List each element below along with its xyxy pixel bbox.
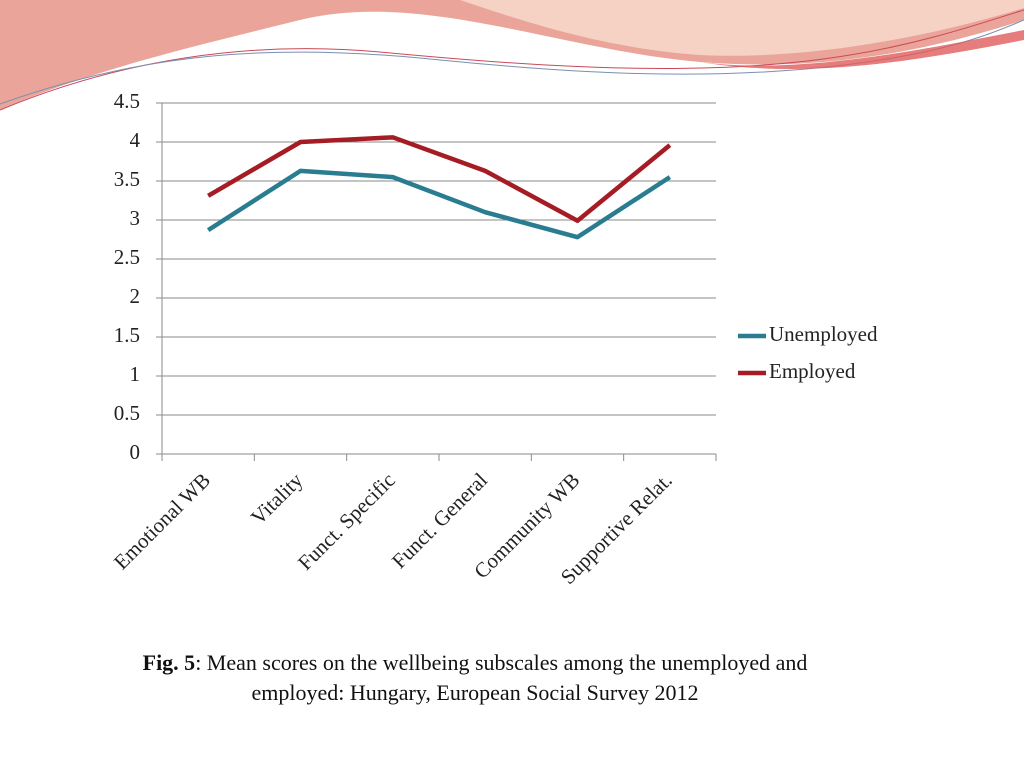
x-tick-label: Emotional WB [109, 468, 215, 574]
decoration [700, 30, 1024, 70]
x-tick-label: Funct. Specific [293, 468, 400, 575]
decoration [0, 9, 1024, 111]
x-tick-label: Funct. General [387, 468, 492, 573]
y-tick-label: 0 [130, 440, 141, 464]
series-line [206, 168, 672, 240]
y-tick-label: 2 [130, 284, 141, 308]
caption: Fig. 5: Mean scores on the wellbeing sub… [125, 648, 825, 708]
legend-label: Employed [769, 359, 856, 383]
y-tick-label: 3 [130, 206, 141, 230]
decoration [460, 0, 1024, 56]
series-line [207, 135, 672, 224]
legend-label: Unemployed [769, 322, 878, 346]
caption-label: Fig. 5 [142, 650, 196, 675]
y-tick-label: 4.5 [114, 89, 140, 113]
y-tick-label: 1 [130, 362, 141, 386]
y-tick-label: 4 [130, 128, 141, 152]
y-tick-label: 2.5 [114, 245, 140, 269]
y-tick-label: 1.5 [114, 323, 140, 347]
caption-text: : Mean scores on the wellbeing subscales… [195, 650, 808, 705]
y-tick-label: 0.5 [114, 401, 140, 425]
x-tick-label: Vitality [246, 468, 308, 530]
y-tick-label: 3.5 [114, 167, 140, 191]
